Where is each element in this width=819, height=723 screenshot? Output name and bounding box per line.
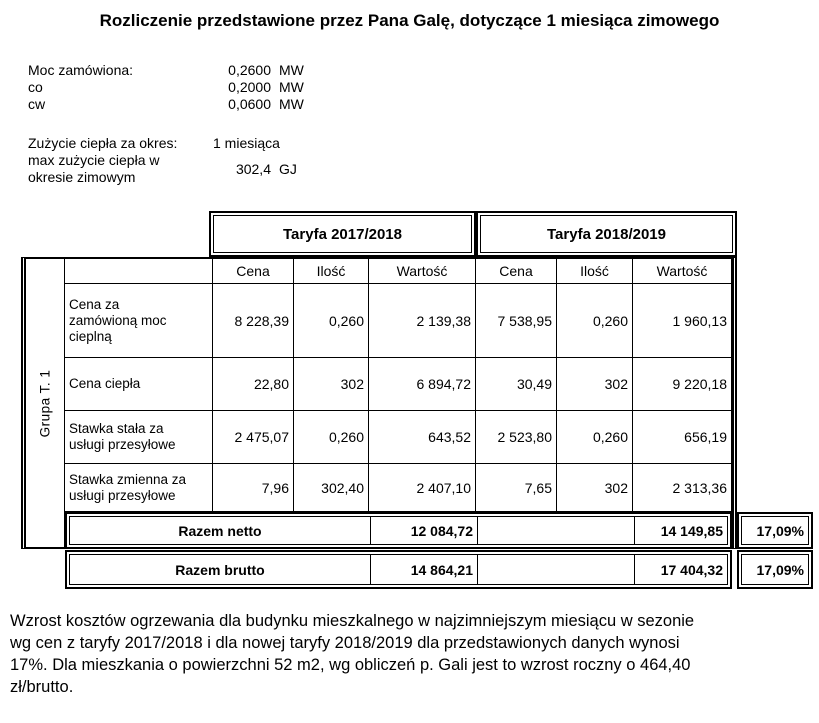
summary-label-netto: Razem netto (70, 517, 371, 544)
change-pct-box-netto: 17,09% (737, 512, 813, 549)
cell-r4-t1-cena: 7,96 (213, 464, 294, 512)
param-unit-co: MW (279, 79, 304, 95)
param-value-co: 0,2000 (228, 79, 271, 95)
change-pct-box-brutto: 17,09% (737, 550, 813, 589)
consumption-period-label: Zużycie ciepła za okres: (28, 135, 178, 151)
param-label-cw: cw (28, 96, 46, 112)
cell-r4-t2-ilosc: 302 (557, 464, 633, 512)
cell-r2-t1-cena: 22,80 (213, 358, 294, 411)
summary-empty-brutto (478, 555, 635, 584)
cell-r2-t1-ilosc: 302 (294, 358, 369, 411)
row-label-cena-ciepla: Cena ciepła (65, 358, 213, 411)
group-cell: Grupa T. 1 (26, 259, 65, 547)
param-value-cw: 0,0600 (228, 96, 271, 112)
cell-r2-t2-cena: 30,49 (476, 358, 557, 411)
cell-r1-t2-ilosc: 0,260 (557, 284, 633, 358)
cell-r2-t2-wartosc: 9 220,18 (633, 358, 732, 411)
cell-r3-t1-ilosc: 0,260 (294, 411, 369, 464)
param-unit-moc-zamowiona: MW (279, 62, 304, 78)
page-title: Rozliczenie przedstawione przez Pana Gal… (99, 11, 720, 30)
cell-r4-t1-ilosc: 302,40 (294, 464, 369, 512)
tariff-header-2018-2019: Taryfa 2018/2019 (480, 215, 733, 253)
consumption-max-label: max zużycie ciepła w okresie zimowym (28, 152, 160, 185)
cell-r3-t2-ilosc: 0,260 (557, 411, 633, 464)
tariff-header-box-2018-2019: Taryfa 2018/2019 (476, 211, 737, 257)
cell-r2-t2-ilosc: 302 (557, 358, 633, 411)
tariff-header-2017-2018: Taryfa 2017/2018 (213, 215, 472, 253)
cell-r1-t1-cena: 8 228,39 (213, 284, 294, 358)
summary-row-netto: Razem netto 12 084,72 14 149,85 (65, 512, 732, 549)
consumption-max-unit: GJ (279, 161, 297, 177)
column-header-ilosc-t1: Ilość (294, 259, 369, 284)
summary-row-brutto-inner: Razem brutto 14 864,21 17 404,32 (69, 554, 728, 585)
summary-value-brutto-t2: 17 404,32 (660, 561, 723, 578)
column-header-ilosc-t2: Ilość (557, 259, 633, 284)
consumption-max-value: 302,4 (235, 161, 271, 177)
cell-r3-t2-cena: 2 523,80 (476, 411, 557, 464)
column-header-cena-t1: Cena (213, 259, 294, 284)
consumption-period-value: 1 miesiąca (213, 135, 280, 151)
change-pct-brutto: 17,09% (741, 554, 809, 585)
row-label-cena-za-moc: Cena za zamówioną moc cieplną (65, 284, 213, 358)
cell-r1-t2-cena: 7 538,95 (476, 284, 557, 358)
summary-value-brutto-t1: 14 864,21 (371, 555, 478, 584)
cell-r1-t2-wartosc: 1 960,13 (633, 284, 732, 358)
row-label-stawka-stala: Stawka stała za usługi przesyłowe (65, 411, 213, 464)
param-label-moc-zamowiona: Moc zamówiona: (28, 62, 134, 78)
param-unit-cw: MW (279, 96, 304, 112)
cell-r4-t1-wartosc: 2 407,10 (369, 464, 476, 512)
summary-value-netto-t1: 12 084,72 (371, 517, 478, 544)
tariff-header-box-2017-2018: Taryfa 2017/2018 (209, 211, 476, 257)
summary-row-netto-inner: Razem netto 12 084,72 14 149,85 (69, 516, 728, 545)
group-label: Grupa T. 1 (37, 369, 53, 437)
summary-empty-netto (478, 517, 635, 544)
cell-r4-t2-wartosc: 2 313,36 (633, 464, 732, 512)
summary-value-netto-t2: 14 149,85 (660, 522, 723, 539)
cell-r3-t2-wartosc: 656,19 (633, 411, 732, 464)
cell-r3-t1-cena: 2 475,07 (213, 411, 294, 464)
param-value-moc-zamowiona: 0,2600 (228, 62, 271, 78)
summary-row-brutto: Razem brutto 14 864,21 17 404,32 (65, 550, 732, 589)
cell-r3-t1-wartosc: 643,52 (369, 411, 476, 464)
summary-label-brutto: Razem brutto (70, 555, 371, 584)
column-header-wartosc-t1: Wartość (369, 259, 476, 284)
column-header-spacer (65, 259, 213, 284)
cell-r1-t1-wartosc: 2 139,38 (369, 284, 476, 358)
param-label-co: co (28, 79, 43, 95)
column-header-cena-t2: Cena (476, 259, 557, 284)
row-label-stawka-zmienna: Stawka zmienna za usługi przesyłowe (65, 464, 213, 512)
cell-r2-t1-wartosc: 6 894,72 (369, 358, 476, 411)
column-header-wartosc-t2: Wartość (633, 259, 732, 284)
cell-r4-t2-cena: 7,65 (476, 464, 557, 512)
footer-note: Wzrost kosztów ogrzewania dla budynku mi… (10, 612, 695, 696)
cell-r1-t1-ilosc: 0,260 (294, 284, 369, 358)
change-pct-netto: 17,09% (741, 516, 809, 545)
